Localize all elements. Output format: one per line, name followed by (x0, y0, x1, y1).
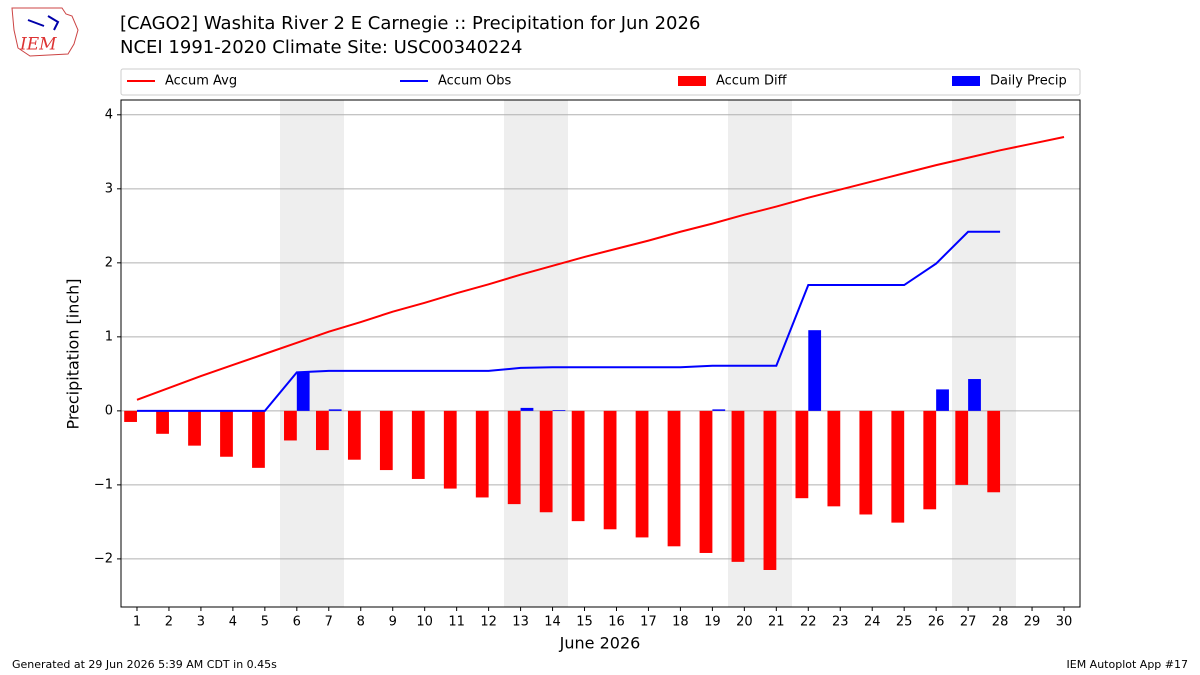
x-tick-label: 20 (736, 615, 753, 630)
bar (552, 410, 566, 411)
x-tick-label: 12 (480, 615, 497, 630)
x-tick-label: 7 (325, 615, 333, 630)
bar (571, 410, 585, 522)
bar (891, 410, 905, 523)
logo: IEM (11, 7, 79, 57)
x-tick-label: 3 (197, 615, 205, 630)
bar (156, 410, 169, 434)
y-tick-label: 4 (105, 107, 113, 122)
y-tick-label: 3 (105, 181, 113, 196)
x-tick-label: 19 (704, 615, 721, 630)
x-tick-label: 29 (1024, 615, 1041, 630)
bar (188, 410, 201, 446)
footer-right: IEM Autoplot App #17 (1067, 658, 1189, 671)
x-tick-label: 27 (960, 615, 977, 630)
bar (475, 410, 489, 498)
x-tick-label: 28 (992, 615, 1009, 630)
bar (923, 410, 937, 510)
plot-frame (120, 99, 1081, 608)
bar (296, 372, 310, 411)
logo-icon (27, 15, 60, 31)
x-tick-label: 1 (133, 615, 141, 630)
y-tick-label: −2 (94, 551, 113, 566)
bar (731, 410, 745, 562)
bar (411, 410, 425, 479)
x-tick-label: 26 (928, 615, 945, 630)
chart-title: [CAGO2] Washita River 2 E Carnegie :: Pr… (120, 13, 700, 34)
bar (667, 410, 681, 547)
x-tick-label: 5 (261, 615, 269, 630)
weekend-shading (280, 100, 1016, 607)
x-tick-label: 2 (165, 615, 173, 630)
bar (936, 389, 949, 411)
bar (712, 409, 726, 411)
legend-label: Accum Diff (716, 74, 788, 89)
footer-left: Generated at 29 Jun 2026 5:39 AM CDT in … (12, 658, 277, 671)
legend-label: Accum Obs (438, 74, 511, 89)
x-tick-label: 10 (416, 615, 433, 630)
x-tick-label: 17 (640, 615, 657, 630)
bar (955, 410, 969, 485)
y-axis-label: Precipitation [inch] (64, 278, 83, 429)
line (136, 136, 1065, 401)
x-tick-label: 18 (672, 615, 689, 630)
x-tick-label: 16 (608, 615, 625, 630)
bar (443, 410, 457, 489)
x-tick-label: 13 (512, 615, 529, 630)
shade (952, 100, 1016, 607)
bar (507, 410, 521, 505)
x-tick-label: 23 (832, 615, 849, 630)
x-tick-label: 25 (896, 615, 913, 630)
legend-swatch (678, 76, 706, 86)
legend-label: Accum Avg (165, 74, 237, 89)
x-axis-label: June 2026 (559, 634, 641, 653)
logo-outline (11, 7, 79, 57)
legend-label: Daily Precip (990, 74, 1067, 89)
x-tick-label: 11 (448, 615, 465, 630)
legend-box (120, 68, 1081, 96)
x-tick-label: 6 (293, 615, 301, 630)
bar (284, 410, 297, 441)
bar (827, 410, 841, 507)
bar (124, 410, 137, 422)
x-tick-label: 30 (1056, 615, 1073, 630)
legend-swatch (952, 76, 980, 86)
x-tick-label: 4 (229, 615, 237, 630)
bar (603, 410, 617, 530)
line (136, 230, 1001, 412)
x-tick-label: 8 (357, 615, 365, 630)
y-tick-label: 0 (105, 403, 113, 418)
bar (520, 407, 534, 411)
y-tick-label: 1 (105, 329, 113, 344)
bar (859, 410, 873, 515)
bar (699, 410, 713, 553)
bar (968, 379, 981, 411)
bar (635, 410, 649, 538)
bar (379, 410, 393, 471)
bar (220, 410, 233, 457)
y-tick-label: −1 (94, 477, 113, 492)
bar (539, 410, 553, 513)
x-tick-label: 15 (576, 615, 593, 630)
bar (795, 410, 809, 499)
x-tick-label: 22 (800, 615, 817, 630)
shade (504, 100, 568, 607)
x-tick-label: 21 (768, 615, 785, 630)
bar (252, 410, 265, 468)
bar (808, 330, 822, 411)
shade (280, 100, 344, 607)
bar (328, 409, 342, 411)
bar (315, 410, 329, 451)
x-tick-label: 9 (389, 615, 397, 630)
x-tick-label: 14 (544, 615, 561, 630)
bar (347, 410, 361, 460)
bar (763, 410, 777, 570)
x-tick-label: 24 (864, 615, 881, 630)
y-tick-label: 2 (105, 255, 113, 270)
bar (987, 410, 1001, 493)
logo-text: IEM (19, 35, 57, 55)
chart-subtitle: NCEI 1991-2020 Climate Site: USC00340224 (120, 37, 522, 58)
